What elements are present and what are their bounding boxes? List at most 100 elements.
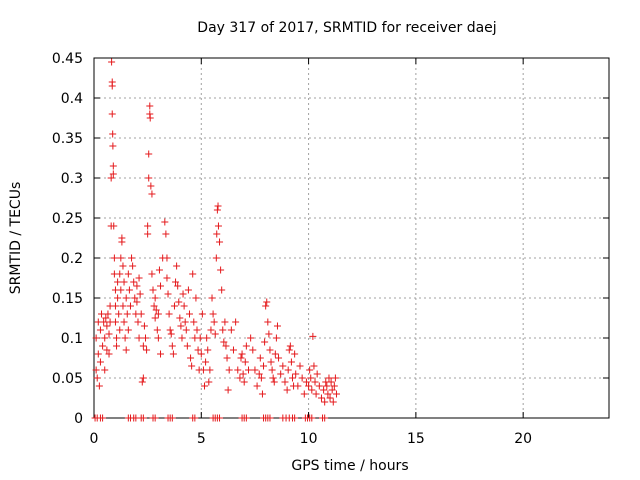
data-point [213, 230, 221, 238]
data-point [264, 318, 272, 326]
data-point [315, 382, 323, 390]
data-point [277, 370, 285, 378]
data-point [320, 386, 328, 394]
data-point [328, 386, 336, 394]
data-point [94, 350, 102, 358]
data-point [116, 326, 124, 334]
data-point [194, 346, 202, 354]
data-point [288, 374, 296, 382]
data-point [148, 190, 156, 198]
data-point [138, 378, 146, 386]
data-point [134, 318, 142, 326]
data-point [272, 334, 280, 342]
data-point [150, 302, 158, 310]
x-tick-label: 0 [90, 431, 99, 447]
data-point [124, 326, 132, 334]
data-point [222, 342, 230, 350]
data-point [181, 318, 189, 326]
data-point [203, 334, 211, 342]
data-point [224, 386, 232, 394]
y-tick-label: 0.2 [61, 251, 83, 267]
data-points [91, 58, 340, 422]
data-point [216, 414, 224, 422]
data-point [135, 334, 143, 342]
x-tick-label: 20 [514, 431, 532, 447]
data-point [120, 318, 128, 326]
data-point [124, 270, 132, 278]
data-point [125, 286, 133, 294]
data-point [99, 414, 107, 422]
data-point [149, 286, 157, 294]
data-point [323, 382, 331, 390]
data-point [232, 318, 240, 326]
data-point [283, 386, 291, 394]
data-point [298, 374, 306, 382]
data-point [123, 310, 131, 318]
data-point [281, 378, 289, 386]
y-tick-label: 0 [74, 411, 83, 427]
data-point [145, 150, 153, 158]
data-point [95, 382, 103, 390]
data-point [296, 362, 304, 370]
data-point [302, 378, 310, 386]
data-point [166, 326, 174, 334]
data-point [103, 322, 111, 330]
data-point [234, 366, 242, 374]
data-point [104, 310, 112, 318]
data-point [113, 334, 121, 342]
data-point [168, 414, 176, 422]
data-point [266, 414, 274, 422]
data-point [133, 298, 141, 306]
data-point [114, 294, 122, 302]
data-point [189, 270, 197, 278]
data-point [174, 282, 182, 290]
data-point [144, 222, 152, 230]
data-point [147, 182, 155, 190]
data-point [172, 278, 180, 286]
data-point [117, 286, 125, 294]
y-tick-label: 0.05 [52, 371, 83, 387]
data-point [164, 290, 172, 298]
data-point [305, 382, 313, 390]
data-point [131, 294, 139, 302]
data-point [287, 358, 295, 366]
data-point [332, 390, 340, 398]
y-tick-label: 0.4 [61, 91, 83, 107]
data-point [229, 346, 237, 354]
data-point [176, 314, 184, 322]
data-point [265, 330, 273, 338]
data-point [199, 366, 207, 374]
data-point [312, 390, 320, 398]
data-point [188, 362, 196, 370]
data-point [185, 310, 193, 318]
data-point [321, 398, 329, 406]
data-point [96, 326, 104, 334]
data-point [139, 342, 147, 350]
data-point [223, 354, 231, 362]
data-point [190, 318, 198, 326]
data-point [155, 266, 163, 274]
data-point [291, 350, 299, 358]
data-point [196, 334, 204, 342]
data-point [114, 278, 122, 286]
data-point [142, 334, 149, 342]
data-point [258, 390, 266, 398]
data-point [267, 358, 275, 366]
data-point [237, 354, 245, 362]
data-point [327, 378, 335, 386]
data-point [177, 322, 185, 330]
data-point [126, 302, 134, 310]
data-point [262, 302, 270, 310]
data-point [205, 378, 213, 386]
data-point [118, 234, 126, 242]
data-point [247, 334, 255, 342]
data-point [204, 346, 212, 354]
data-point [151, 294, 159, 302]
data-point [324, 390, 332, 398]
data-point [107, 174, 115, 182]
data-point [255, 370, 263, 378]
plot-frame [93, 57, 610, 419]
data-point [242, 342, 250, 350]
